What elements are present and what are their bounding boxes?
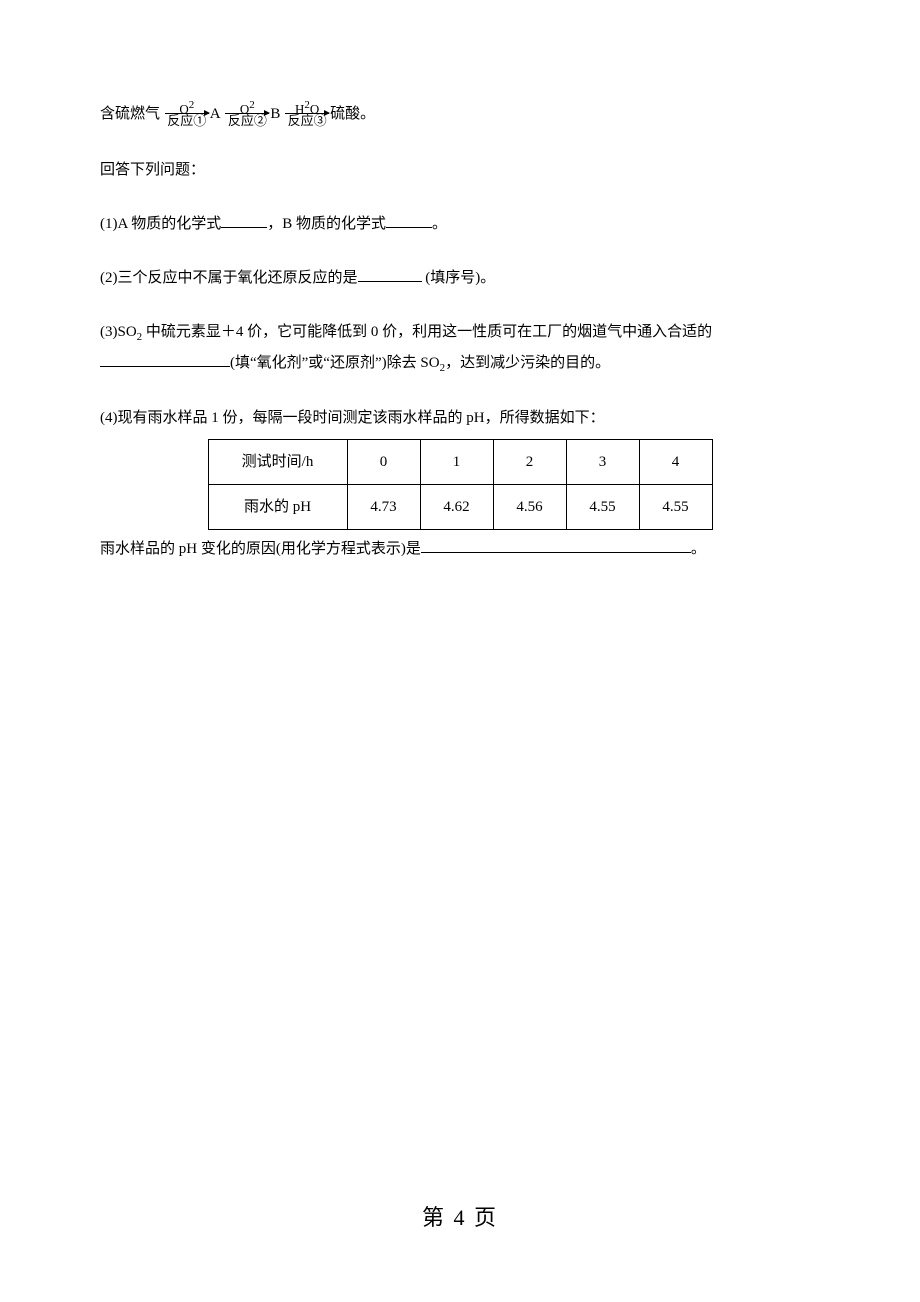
reaction-arrow-1: O2 反应①	[165, 100, 209, 127]
q4-blank	[421, 537, 691, 553]
q3-part-d: ，达到减少污染的目的。	[445, 355, 610, 371]
q1-part-b: ，B 物质的化学式	[267, 216, 386, 232]
reaction-arrow-2: O2 反应②	[225, 100, 269, 127]
question-2: (2)三个反应中不属于氧化还原反应的是 (填序号)。	[100, 263, 820, 293]
spacer	[160, 102, 164, 126]
reaction-mid-b: B	[270, 102, 280, 126]
question-1: (1)A 物质的化学式 ，B 物质的化学式 。	[100, 209, 820, 239]
question-4-after: 雨水样品的 pH 变化的原因(用化学方程式表示)是 。	[100, 534, 820, 564]
ph-table: 测试时间/h 0 1 2 3 4 雨水的 pH 4.73 4.62 4.56 4…	[208, 439, 713, 530]
q1-blank-a	[221, 212, 267, 228]
arrow2-line	[225, 113, 269, 114]
arrow3-below: 反应③	[288, 114, 327, 127]
q4-after-b: 。	[691, 541, 706, 557]
question-4-intro: (4)现有雨水样品 1 份，每隔一段时间测定该雨水样品的 pH，所得数据如下：	[100, 403, 820, 433]
table-cell: 4	[639, 440, 712, 485]
table-cell: 4.55	[639, 485, 712, 530]
q3-blank	[100, 351, 230, 367]
table-cell: 2	[493, 440, 566, 485]
table-cell: 4.73	[347, 485, 420, 530]
q1-part-c: 。	[432, 216, 447, 232]
q2-part-a: (2)三个反应中不属于氧化还原反应的是	[100, 270, 358, 286]
page-footer: 第 4 页	[0, 1200, 920, 1232]
question-3: (3)SO2 中硫元素显＋4 价，它可能降低到 0 价，利用这一性质可在工厂的烟…	[100, 317, 820, 379]
q3-part-c: (填“氧化剂”或“还原剂”)除去 SO	[230, 355, 440, 371]
table-cell: 3	[566, 440, 639, 485]
q3-part-a: (3)SO	[100, 324, 137, 340]
table-row1-head: 测试时间/h	[208, 440, 347, 485]
arrow1-below: 反应①	[167, 114, 206, 127]
spacer	[280, 102, 284, 126]
arrow1-line	[165, 113, 209, 114]
q3-part-b: 中硫元素显＋4 价，它可能降低到 0 价，利用这一性质可在工厂的烟道气中通入合适…	[142, 324, 712, 340]
reaction-end: 硫酸。	[330, 102, 375, 126]
table-cell: 0	[347, 440, 420, 485]
reaction-mid-a: A	[210, 102, 221, 126]
q4-after-a: 雨水样品的 pH 变化的原因(用化学方程式表示)是	[100, 541, 421, 557]
table-cell: 4.62	[420, 485, 493, 530]
spacer	[221, 102, 225, 126]
table-row: 雨水的 pH 4.73 4.62 4.56 4.55 4.55	[208, 485, 712, 530]
table-cell: 4.55	[566, 485, 639, 530]
arrow2-above-sup: 2	[249, 99, 255, 111]
table-cell: 4.56	[493, 485, 566, 530]
table-cell: 1	[420, 440, 493, 485]
arrow2-below: 反应②	[228, 114, 267, 127]
page-content: 含硫燃气 O2 反应① A O2 反应② B H2O 反应③	[0, 0, 920, 564]
q2-blank	[358, 266, 422, 282]
reaction-scheme: 含硫燃气 O2 反应① A O2 反应② B H2O 反应③	[100, 100, 820, 127]
q1-blank-b	[386, 212, 432, 228]
table-row2-head: 雨水的 pH	[208, 485, 347, 530]
reaction-start: 含硫燃气	[100, 102, 160, 126]
table-row: 测试时间/h 0 1 2 3 4	[208, 440, 712, 485]
q2-part-b: (填序号)。	[422, 270, 496, 286]
ph-table-wrap: 测试时间/h 0 1 2 3 4 雨水的 pH 4.73 4.62 4.56 4…	[100, 439, 820, 530]
arrow1-above-sup: 2	[189, 99, 195, 111]
q1-part-a: (1)A 物质的化学式	[100, 216, 221, 232]
arrow3-line	[285, 113, 329, 114]
questions-intro: 回答下列问题：	[100, 155, 820, 185]
reaction-arrow-3: H2O 反应③	[285, 100, 329, 127]
